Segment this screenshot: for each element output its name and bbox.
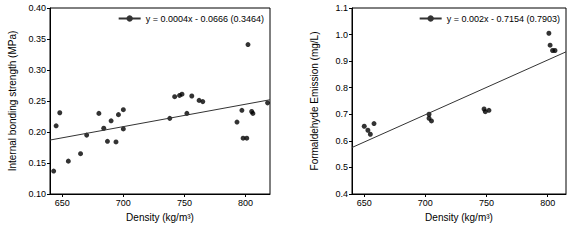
svg-text:650: 650 <box>357 198 372 208</box>
svg-text:0.30: 0.30 <box>28 65 46 75</box>
svg-text:0.5: 0.5 <box>335 162 348 172</box>
svg-text:1.1: 1.1 <box>335 3 348 13</box>
svg-text:0.25: 0.25 <box>28 96 46 106</box>
svg-text:0.9: 0.9 <box>335 56 348 66</box>
svg-text:Formaldehyde Emission (mg/L): Formaldehyde Emission (mg/L) <box>309 32 320 171</box>
svg-text:650: 650 <box>55 198 70 208</box>
svg-text:0.15: 0.15 <box>28 158 46 168</box>
svg-text:Density (kg/m³): Density (kg/m³) <box>425 212 493 223</box>
svg-text:Internal bonding strength (MPa: Internal bonding strength (MPa) <box>7 31 18 172</box>
svg-text:800: 800 <box>540 198 555 208</box>
svg-text:Density (kg/m³): Density (kg/m³) <box>126 212 194 223</box>
svg-text:0.4: 0.4 <box>335 189 348 199</box>
svg-text:750: 750 <box>479 198 494 208</box>
svg-text:0.40: 0.40 <box>28 3 46 13</box>
svg-text:0.20: 0.20 <box>28 127 46 137</box>
svg-text:0.7: 0.7 <box>335 109 348 119</box>
svg-text:750: 750 <box>177 198 192 208</box>
svg-text:y = 0.0004x - 0.0666 (0.3464): y = 0.0004x - 0.0666 (0.3464) <box>146 14 264 24</box>
svg-text:700: 700 <box>116 198 131 208</box>
svg-text:700: 700 <box>418 198 433 208</box>
svg-text:800: 800 <box>238 198 253 208</box>
svg-text:0.10: 0.10 <box>28 189 46 199</box>
svg-text:y = 0.002x - 0.7154 (0.7903): y = 0.002x - 0.7154 (0.7903) <box>447 14 560 24</box>
svg-text:0.35: 0.35 <box>28 34 46 44</box>
svg-text:0.8: 0.8 <box>335 83 348 93</box>
svg-text:0.6: 0.6 <box>335 136 348 146</box>
svg-text:1.0: 1.0 <box>335 30 348 40</box>
